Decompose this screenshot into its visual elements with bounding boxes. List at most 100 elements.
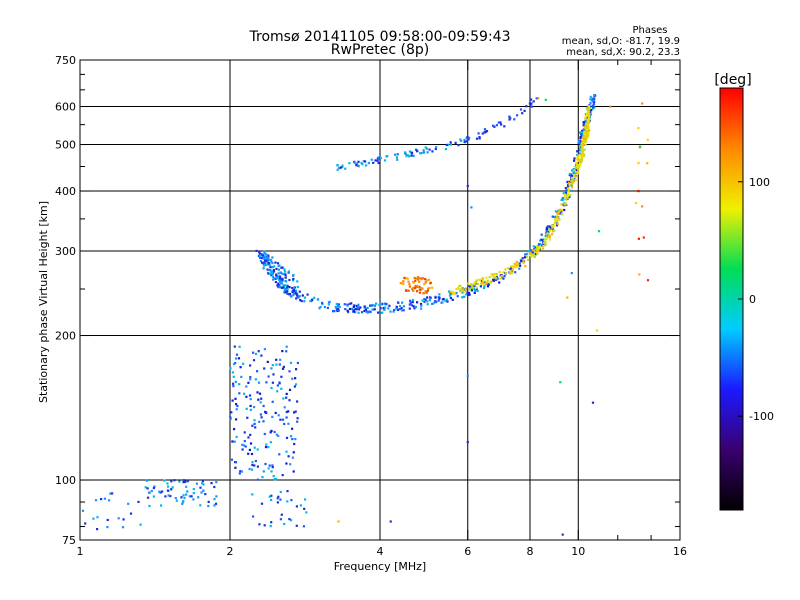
data-point bbox=[587, 126, 590, 129]
data-point bbox=[288, 292, 292, 296]
data-point bbox=[288, 370, 291, 373]
data-point bbox=[463, 141, 466, 144]
data-point bbox=[277, 286, 280, 289]
data-point bbox=[562, 192, 565, 195]
data-point bbox=[261, 476, 264, 479]
data-point bbox=[377, 161, 380, 165]
data-point bbox=[409, 301, 412, 305]
data-point bbox=[231, 399, 234, 402]
data-point bbox=[249, 433, 252, 436]
data-point bbox=[561, 533, 564, 536]
data-point bbox=[569, 194, 572, 197]
data-point bbox=[587, 123, 590, 126]
data-point bbox=[570, 272, 573, 275]
data-point bbox=[473, 284, 476, 288]
data-point bbox=[369, 304, 372, 307]
data-point bbox=[81, 509, 85, 512]
data-point bbox=[530, 105, 534, 108]
data-point bbox=[145, 479, 148, 482]
data-point bbox=[233, 440, 236, 443]
data-point bbox=[277, 282, 280, 285]
data-point bbox=[468, 288, 471, 291]
data-point bbox=[449, 296, 452, 300]
data-point bbox=[285, 350, 288, 353]
data-point bbox=[282, 286, 285, 289]
data-point bbox=[147, 491, 151, 494]
data-point bbox=[509, 117, 512, 120]
data-point bbox=[117, 517, 120, 520]
data-point bbox=[423, 300, 426, 303]
data-point bbox=[336, 307, 339, 311]
data-point bbox=[235, 357, 238, 360]
colorbar-tick-label: 0 bbox=[749, 293, 756, 306]
data-point bbox=[370, 158, 373, 161]
data-point bbox=[550, 233, 553, 236]
data-point bbox=[419, 277, 422, 280]
data-point bbox=[551, 215, 554, 218]
data-point bbox=[267, 467, 270, 470]
data-point bbox=[560, 198, 563, 201]
data-point bbox=[510, 267, 513, 270]
data-point bbox=[448, 290, 451, 293]
data-point bbox=[421, 299, 424, 302]
data-point bbox=[567, 183, 570, 186]
data-point bbox=[560, 210, 563, 213]
data-point bbox=[103, 497, 106, 500]
data-point bbox=[473, 290, 476, 293]
data-point bbox=[476, 282, 480, 286]
data-point bbox=[262, 470, 265, 473]
data-point bbox=[581, 152, 584, 155]
data-point bbox=[566, 296, 569, 299]
data-point bbox=[401, 309, 404, 312]
data-point bbox=[261, 261, 264, 264]
data-point bbox=[584, 131, 587, 135]
data-point bbox=[284, 287, 287, 290]
data-point bbox=[475, 279, 478, 282]
data-point bbox=[502, 271, 505, 274]
data-point bbox=[402, 280, 405, 283]
data-point bbox=[428, 286, 431, 290]
data-point bbox=[485, 282, 488, 285]
data-point bbox=[275, 433, 278, 436]
data-point bbox=[195, 482, 198, 485]
data-point bbox=[595, 329, 599, 332]
data-point bbox=[267, 254, 270, 257]
data-point bbox=[287, 455, 290, 458]
data-point bbox=[591, 401, 595, 404]
data-point bbox=[556, 218, 559, 221]
data-point bbox=[100, 498, 103, 501]
data-point bbox=[253, 406, 256, 409]
data-point bbox=[431, 150, 434, 153]
data-point bbox=[285, 436, 289, 439]
data-point bbox=[357, 303, 360, 306]
data-point bbox=[291, 286, 294, 290]
data-point bbox=[536, 249, 539, 252]
data-point bbox=[494, 276, 497, 279]
data-point bbox=[292, 289, 295, 292]
data-point bbox=[481, 277, 484, 280]
data-point bbox=[295, 524, 298, 527]
data-point bbox=[270, 386, 273, 390]
data-point bbox=[274, 281, 277, 284]
data-point bbox=[153, 485, 156, 488]
data-point bbox=[323, 306, 326, 309]
data-point bbox=[492, 276, 495, 279]
data-point bbox=[276, 501, 279, 504]
data-point bbox=[385, 155, 388, 158]
data-point bbox=[591, 104, 594, 108]
data-point bbox=[646, 138, 649, 141]
data-point bbox=[582, 124, 585, 127]
data-point bbox=[468, 293, 471, 296]
data-point bbox=[513, 262, 516, 265]
data-point bbox=[280, 286, 283, 289]
data-point bbox=[296, 361, 299, 365]
data-point bbox=[402, 309, 405, 312]
data-point bbox=[552, 215, 555, 219]
data-point bbox=[207, 500, 210, 503]
data-point bbox=[510, 265, 513, 268]
data-point bbox=[583, 122, 586, 125]
data-point bbox=[213, 485, 216, 489]
data-point bbox=[536, 252, 539, 255]
data-point bbox=[374, 159, 377, 162]
x-tick-label: 2 bbox=[227, 545, 234, 558]
